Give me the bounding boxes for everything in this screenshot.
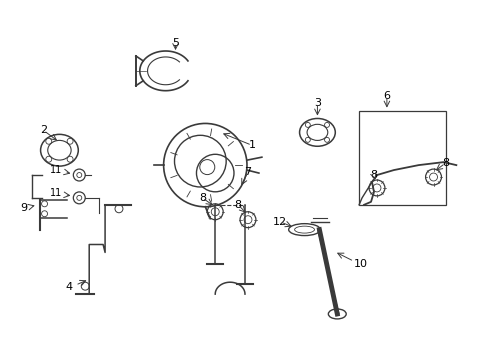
Text: 8: 8 — [441, 158, 448, 168]
Text: 8: 8 — [234, 200, 241, 210]
Text: 8: 8 — [198, 193, 205, 203]
Text: 6: 6 — [383, 91, 389, 101]
Text: 7: 7 — [244, 167, 251, 177]
Text: 5: 5 — [172, 38, 179, 48]
Text: 8: 8 — [370, 170, 377, 180]
Text: 10: 10 — [353, 259, 367, 269]
Text: 11: 11 — [50, 165, 62, 175]
Text: 12: 12 — [272, 217, 286, 227]
Text: 2: 2 — [40, 125, 47, 135]
Text: 3: 3 — [313, 98, 320, 108]
Text: 9: 9 — [20, 203, 27, 213]
Text: 11: 11 — [50, 188, 62, 198]
Text: 4: 4 — [66, 282, 73, 292]
Text: 1: 1 — [248, 140, 255, 150]
Bar — [358, 111, 446, 205]
